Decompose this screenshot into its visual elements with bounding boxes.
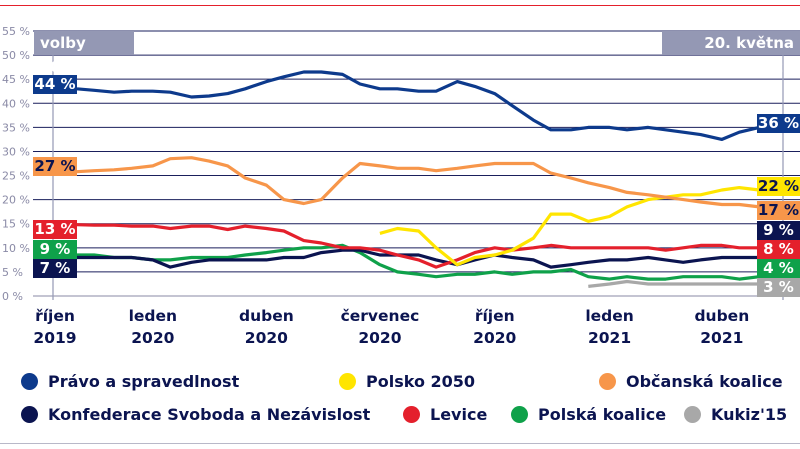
end-value-label: 22 % [757, 177, 800, 196]
x-tick-month: říjen [35, 307, 75, 325]
end-value-label: 36 % [757, 114, 800, 133]
annotation-start: volby 2019 [34, 31, 134, 76]
x-tick-month: říjen [474, 307, 515, 325]
legend-item-kukiz: Kukiz'15 [684, 405, 787, 424]
series-line-kukiz-15 [588, 279, 783, 288]
legend-swatch [21, 373, 38, 390]
legend-swatch [339, 373, 356, 390]
y-tick-label: 30 % [2, 145, 30, 158]
legend-label: Kukiz'15 [711, 405, 788, 424]
series-line-pr-vo-a-spravedlnost [52, 70, 784, 141]
legend-label: Právo a spravedlnost [48, 372, 240, 391]
legend-item-konfederace: Konfederace Svoboda a Nezávislost [21, 405, 370, 424]
end-value-label: 4 % [757, 259, 800, 278]
legend-item-pis: Právo a spravedlnost [21, 372, 239, 391]
start-value-label: 9 % [33, 240, 77, 259]
y-tick-label: 5 % [2, 266, 23, 279]
legend-label: Polská koalice [538, 405, 667, 424]
y-tick-label: 35 % [2, 121, 30, 134]
legend-label: Konfederace Svoboda a Nezávislost [48, 405, 371, 424]
legend-label: Levice [430, 405, 488, 424]
series-line-polsko-2050 [379, 186, 784, 267]
legend-label: Polsko 2050 [366, 372, 476, 391]
x-tick-year: 2021 [587, 329, 632, 347]
y-tick-label: 25 % [2, 170, 30, 183]
x-tick-year: 2020 [473, 329, 517, 347]
x-tick-label: říjen 2020 [445, 305, 545, 349]
x-tick-label: červenec 2020 [330, 305, 430, 349]
y-tick-label: 45 % [2, 73, 30, 86]
legend-item-levice: Levice [403, 405, 487, 424]
legend-swatch [511, 406, 528, 423]
end-value-label: 9 % [757, 221, 800, 240]
legend-item-polsko2050: Polsko 2050 [339, 372, 475, 391]
y-tick-label: 50 % [2, 49, 30, 62]
x-tick-label: leden 2021 [560, 305, 660, 349]
y-tick-label: 10 % [2, 242, 30, 255]
legend-item-psl: Polská koalice [511, 405, 666, 424]
legend-label: Občanská koalice [626, 372, 783, 391]
y-tick-label: 40 % [2, 97, 30, 110]
end-value-label: 17 % [757, 201, 800, 220]
x-tick-month: leden [128, 307, 178, 325]
start-value-label: 27 % [33, 157, 77, 176]
x-tick-year: 2021 [700, 329, 744, 347]
x-tick-year: 2019 [33, 329, 77, 347]
x-tick-month: duben [238, 307, 294, 325]
y-tick-label: 15 % [2, 218, 30, 231]
start-value-label: 13 % [33, 220, 77, 239]
x-tick-month: duben [694, 307, 750, 325]
x-tick-year: 2020 [244, 329, 288, 347]
legend-swatch [21, 406, 38, 423]
legend-swatch [403, 406, 420, 423]
x-tick-label: duben 2021 [672, 305, 772, 349]
legend-swatch [684, 406, 701, 423]
legend-item-ko: Občanská koalice [599, 372, 783, 391]
y-tick-label: 55 % [2, 25, 30, 38]
series-line-polsk-koalice [52, 243, 783, 281]
legend-swatch [599, 373, 616, 390]
bottom-rule [0, 443, 800, 444]
y-tick-label: 0 % [2, 290, 23, 303]
x-tick-month: červenec [340, 307, 420, 325]
end-value-label: 8 % [757, 240, 800, 259]
top-rule [0, 5, 800, 6]
start-value-label: 44 % [33, 75, 77, 94]
series-line-levice [52, 222, 783, 269]
x-tick-label: říjen 2019 [5, 305, 105, 349]
end-value-label: 3 % [757, 278, 800, 297]
annotation-end: 20. května 2021 [662, 31, 800, 76]
series-line-ob-ansk-koalice [52, 156, 784, 211]
x-tick-label: duben 2020 [216, 305, 316, 349]
start-value-label: 7 % [33, 259, 77, 278]
series-line-konfederace-svoboda-a-nez-vislost [52, 248, 784, 269]
x-tick-label: leden 2020 [103, 305, 203, 349]
x-tick-year: 2020 [131, 329, 175, 347]
y-tick-label: 20 % [2, 194, 30, 207]
x-tick-month: leden [585, 307, 634, 325]
x-tick-year: 2020 [358, 329, 402, 347]
